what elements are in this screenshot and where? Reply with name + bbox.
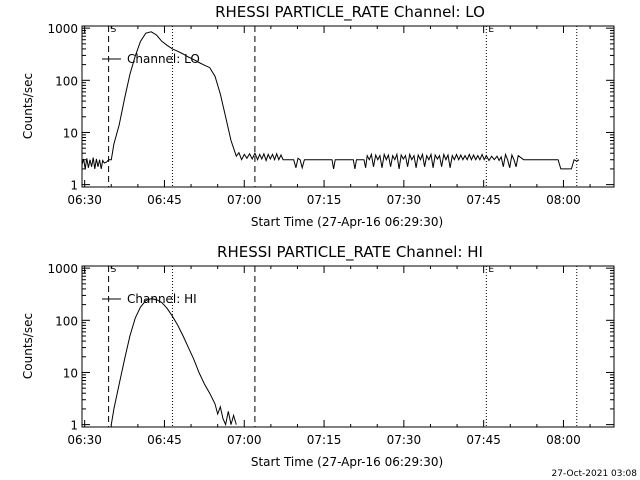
y-tick-label: 10 bbox=[63, 126, 78, 140]
x-tick-label: 07:45 bbox=[466, 433, 501, 447]
x-tick-label: 06:30 bbox=[67, 433, 102, 447]
x-axis-ticks: 06:30 06:45 07:00 07:15 07:30 07:45 08:00 bbox=[67, 266, 591, 447]
x-tick-label: 07:30 bbox=[387, 193, 422, 207]
y-axis-ticks: 1 10 100 1000 bbox=[47, 262, 614, 433]
x-tick-label: 07:00 bbox=[227, 193, 262, 207]
panel-title: RHESSI PARTICLE_RATE Channel: HI bbox=[217, 243, 483, 262]
x-axis-label: Start Time (27-Apr-16 06:29:30) bbox=[251, 215, 443, 229]
series-line bbox=[81, 31, 580, 170]
series-lines bbox=[110, 298, 237, 427]
time-marker-label: S bbox=[111, 25, 117, 35]
plot-frame bbox=[81, 25, 615, 188]
x-tick-label: 08:00 bbox=[546, 433, 581, 447]
x-tick-label: 08:00 bbox=[546, 193, 581, 207]
time-marker-label: E bbox=[488, 265, 494, 275]
series-line bbox=[110, 298, 237, 427]
footer-timestamp: 27-Oct-2021 03:08 bbox=[552, 469, 638, 479]
legend: Channel: LO bbox=[102, 52, 200, 66]
x-axis-label: Start Time (27-Apr-16 06:29:30) bbox=[251, 455, 443, 469]
y-axis-ticks: 1 10 100 1000 bbox=[47, 22, 614, 193]
x-tick-label: 06:45 bbox=[147, 433, 182, 447]
y-tick-label: 1 bbox=[70, 179, 78, 193]
y-tick-label: 1000 bbox=[47, 22, 78, 36]
x-tick-label: 07:45 bbox=[466, 193, 501, 207]
time-marker-label: E bbox=[488, 25, 494, 35]
plot-frame bbox=[81, 265, 615, 428]
x-axis-ticks: 06:30 06:45 07:00 07:15 07:30 07:45 08:00 bbox=[67, 26, 591, 207]
panel-lo: RHESSI PARTICLE_RATE Channel: LO 06:30 06… bbox=[21, 3, 615, 229]
y-tick-label: 100 bbox=[55, 74, 78, 88]
x-tick-label: 07:30 bbox=[387, 433, 422, 447]
panel-hi: RHESSI PARTICLE_RATE Channel: HI 06:30 06… bbox=[21, 243, 615, 469]
y-tick-label: 100 bbox=[55, 314, 78, 328]
x-tick-label: 06:30 bbox=[67, 193, 102, 207]
series-lines bbox=[81, 31, 580, 170]
panel-title: RHESSI PARTICLE_RATE Channel: LO bbox=[215, 3, 485, 22]
x-tick-label: 07:15 bbox=[307, 433, 342, 447]
y-tick-label: 1000 bbox=[47, 262, 78, 276]
legend-label: Channel: HI bbox=[127, 292, 197, 306]
y-axis-label: Counts/sec bbox=[21, 313, 35, 379]
x-tick-label: 07:00 bbox=[227, 433, 262, 447]
y-tick-label: 10 bbox=[63, 366, 78, 380]
x-tick-label: 06:45 bbox=[147, 193, 182, 207]
x-tick-label: 07:15 bbox=[307, 193, 342, 207]
y-axis-label: Counts/sec bbox=[21, 73, 35, 139]
time-marker-label: S bbox=[111, 265, 117, 275]
legend-label: Channel: LO bbox=[127, 52, 200, 66]
y-tick-label: 1 bbox=[70, 419, 78, 433]
